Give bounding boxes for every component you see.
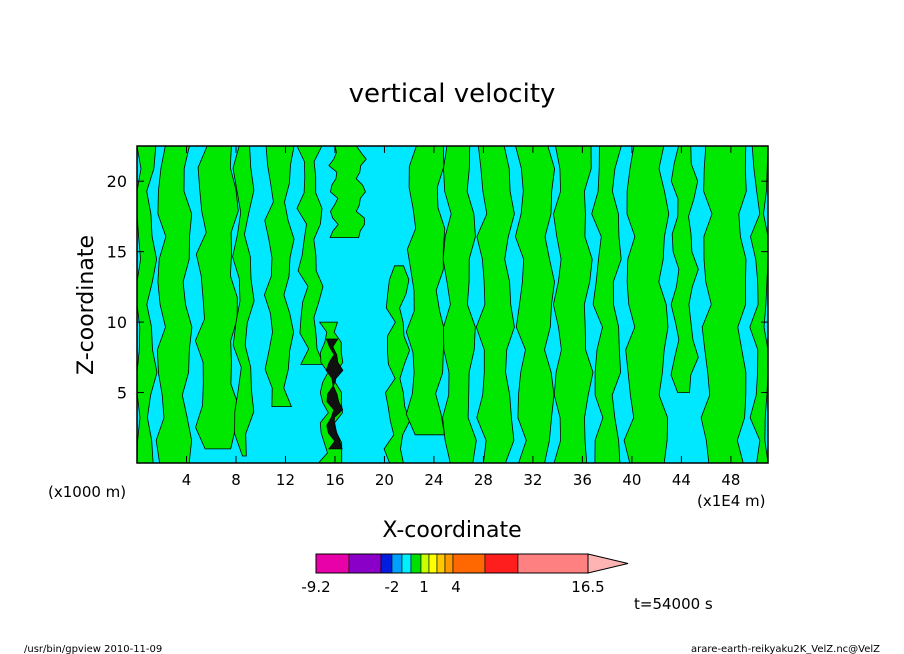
velocity-regions [136, 145, 769, 464]
updraft-region [194, 145, 239, 450]
colorbar: -9.2 -2 1 4 16.5 [301, 553, 629, 596]
y-tick-label: 10 [107, 313, 127, 332]
y-axis-ticks: 5 10 15 20 [107, 172, 768, 403]
colorbar-segment [315, 553, 350, 574]
y-tick-label: 15 [107, 243, 127, 262]
colorbar-extend-arrow [587, 553, 629, 574]
colorbar-segment [401, 553, 412, 574]
x-tick-label: 8 [231, 471, 241, 489]
colorbar-segment [444, 553, 454, 574]
colorbar-segment [348, 553, 382, 574]
x-tick-label: 32 [523, 471, 542, 489]
updraft-region [263, 145, 295, 408]
colorbar-segments [315, 553, 589, 574]
x-tick-label: 4 [182, 471, 192, 489]
plot-frame [136, 145, 769, 464]
colorbar-tick-label: -9.2 [301, 578, 330, 596]
strong-updraft-region [325, 338, 344, 450]
colorbar-segment [452, 553, 486, 574]
colorbar-segment [410, 553, 422, 574]
y-axis-label: Z-coordinate [74, 235, 99, 375]
colorbar-tick-label: 16.5 [571, 578, 604, 596]
time-label: t=54000 s [634, 595, 713, 613]
x-tick-label: 20 [375, 471, 394, 489]
footer-left-label: /usr/bin/gpview 2010-11-09 [24, 644, 162, 654]
colorbar-segment [420, 553, 430, 574]
x-tick-label: 28 [474, 471, 493, 489]
colorbar-tick-label: 1 [419, 578, 429, 596]
x-tick-label: 40 [622, 471, 641, 489]
plot-area [136, 145, 769, 464]
x-tick-label: 48 [721, 471, 740, 489]
chart-title: vertical velocity [349, 79, 556, 109]
colorbar-frame [315, 553, 589, 574]
colorbar-segment [436, 553, 446, 574]
x-tick-label: 12 [276, 471, 295, 489]
colorbar-segment [391, 553, 403, 574]
x-unit-left: (x1000 m) [48, 483, 126, 501]
x-axis-ticks: 4 8 12 16 20 24 28 32 36 40 44 48 [182, 146, 740, 489]
colorbar-segment [380, 553, 393, 574]
x-tick-label: 24 [424, 471, 443, 489]
colorbar-tick-label: -2 [385, 578, 400, 596]
colorbar-segment [428, 553, 438, 574]
colorbar-tick-labels: -9.2 -2 1 4 16.5 [301, 578, 604, 596]
y-tick-label: 20 [107, 172, 127, 191]
y-tick-label: 5 [117, 384, 127, 403]
updraft-region [328, 145, 367, 239]
x-axis-label: X-coordinate [382, 518, 521, 543]
updraft-region [670, 145, 699, 394]
x-unit-right: (x1E4 m) [697, 492, 766, 510]
updraft-region [232, 145, 255, 457]
x-tick-label: 44 [672, 471, 691, 489]
x-tick-label: 16 [325, 471, 344, 489]
colorbar-segment [517, 553, 589, 574]
colorbar-tick-label: 4 [451, 578, 461, 596]
footer-right-label: arare-earth-reikyaku2K_VelZ.nc@VelZ [691, 644, 880, 654]
colorbar-segment [484, 553, 519, 574]
x-tick-label: 36 [573, 471, 592, 489]
